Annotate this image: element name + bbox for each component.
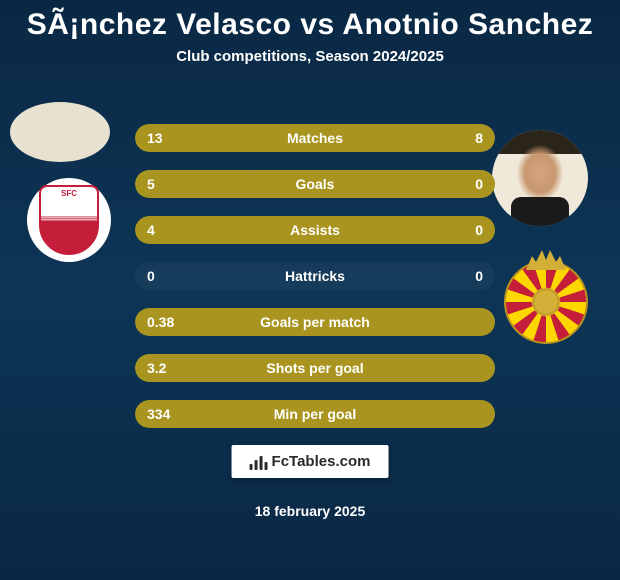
stat-row: 334Min per goal [135,400,495,428]
stat-label: Goals per match [135,308,495,336]
stat-value-right: 0 [475,262,483,290]
stat-row: 3.2Shots per goal [135,354,495,382]
stat-value-right: 0 [475,170,483,198]
sevilla-crest-icon [39,185,99,255]
comparison-subtitle: Club competitions, Season 2024/2025 [0,48,620,65]
comparison-title: SÃ¡nchez Velasco vs Anotnio Sanchez [0,0,620,42]
stat-row: 0Hattricks0 [135,262,495,290]
club-badge-right [504,260,588,344]
stat-label: Goals [135,170,495,198]
stat-row: 0.38Goals per match [135,308,495,336]
fctables-logo[interactable]: FcTables.com [232,445,389,478]
club-badge-left [27,178,111,262]
stat-label: Hattricks [135,262,495,290]
fctables-label: FcTables.com [272,453,371,470]
stat-value-right: 8 [475,124,483,152]
stat-row: 13Matches8 [135,124,495,152]
mallorca-crown-icon [526,250,566,270]
player-face-icon [492,130,588,226]
player-photo-left [10,102,110,162]
player-photo-right [492,130,588,226]
stat-label: Assists [135,216,495,244]
stat-label: Matches [135,124,495,152]
stat-label: Shots per goal [135,354,495,382]
stats-container: 13Matches85Goals04Assists00Hattricks00.3… [135,124,495,446]
date-footer: 18 february 2025 [0,503,620,519]
stat-row: 4Assists0 [135,216,495,244]
stat-row: 5Goals0 [135,170,495,198]
bar-chart-icon [250,454,268,470]
stat-value-right: 0 [475,216,483,244]
stat-label: Min per goal [135,400,495,428]
